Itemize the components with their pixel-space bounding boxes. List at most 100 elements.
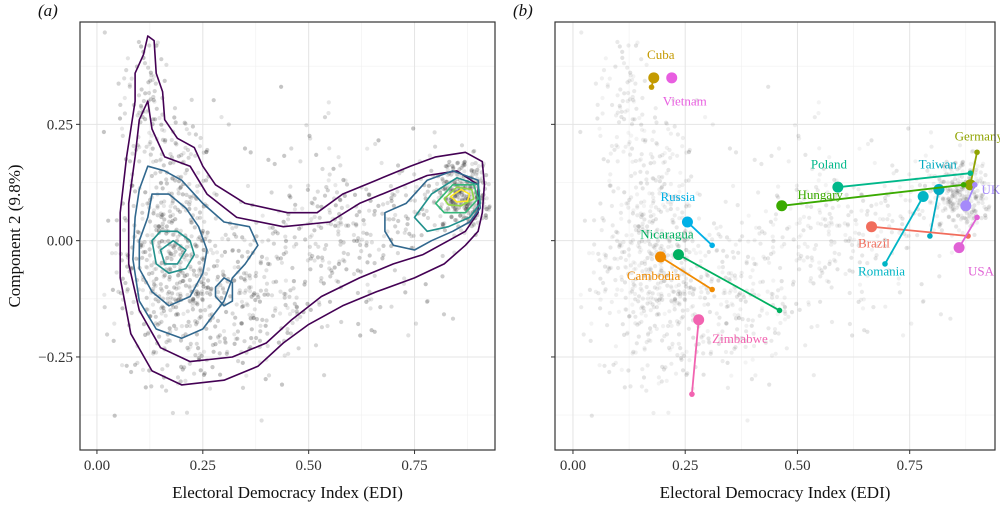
data-point (155, 203, 160, 208)
data-point (687, 234, 692, 239)
data-point (668, 182, 674, 187)
trajectory-line-cambodia (660, 256, 713, 291)
data-point (142, 149, 147, 154)
data-point (291, 244, 297, 249)
data-point (631, 267, 637, 272)
data-point (234, 234, 239, 239)
data-point (453, 218, 458, 223)
data-point (626, 247, 631, 252)
data-point (165, 291, 170, 296)
data-point (639, 214, 644, 220)
data-point (159, 239, 164, 244)
data-point (890, 218, 895, 224)
data-point (192, 225, 197, 230)
data-point (611, 189, 616, 194)
data-point (830, 205, 835, 210)
data-point (645, 363, 650, 368)
data-point (364, 243, 369, 248)
data-point (751, 256, 756, 261)
data-point (760, 229, 765, 234)
data-point (208, 335, 213, 340)
data-point (726, 304, 731, 309)
data-point (616, 120, 622, 125)
data-point (236, 265, 241, 270)
data-point (669, 285, 674, 290)
data-point (214, 192, 219, 197)
data-point (402, 230, 407, 235)
data-point (136, 93, 142, 98)
data-point (648, 326, 653, 331)
data-point (140, 243, 145, 248)
data-point (154, 158, 159, 164)
data-point (372, 329, 377, 334)
data-point (622, 280, 628, 285)
data-point (208, 335, 213, 340)
data-point (425, 215, 431, 221)
data-point (653, 217, 659, 222)
data-point (714, 248, 720, 253)
data-point (210, 251, 216, 256)
data-point (633, 276, 639, 281)
data-point (252, 307, 257, 312)
data-point (204, 326, 209, 331)
data-point (169, 137, 174, 143)
data-point (381, 253, 386, 258)
data-point (403, 227, 408, 232)
data-point (152, 89, 157, 94)
data-point (809, 325, 814, 330)
data-point (380, 256, 385, 261)
data-point (159, 122, 164, 127)
data-point (743, 299, 748, 304)
data-point (746, 239, 751, 244)
data-point (336, 155, 341, 160)
data-point (607, 76, 612, 81)
data-point (141, 322, 147, 327)
data-point (626, 271, 631, 276)
data-point (634, 106, 639, 111)
data-point (356, 321, 361, 327)
data-point (643, 139, 648, 144)
data-point (675, 132, 681, 137)
data-point (687, 147, 692, 153)
data-point (676, 282, 682, 288)
data-point (157, 240, 162, 245)
density-contour (384, 170, 481, 251)
data-point (424, 299, 430, 304)
data-point (733, 316, 739, 321)
data-point (173, 205, 178, 210)
data-point (820, 270, 825, 275)
data-point (147, 142, 152, 147)
data-point (258, 259, 263, 264)
data-point (921, 215, 927, 221)
data-point (664, 171, 669, 176)
data-point (668, 347, 673, 352)
data-point (611, 362, 616, 367)
data-point (484, 207, 489, 212)
data-point (680, 135, 686, 141)
data-point (147, 368, 152, 373)
data-point (597, 126, 602, 131)
data-point (605, 265, 611, 270)
data-point (616, 265, 621, 271)
data-point (955, 200, 960, 205)
data-point (449, 199, 455, 205)
data-point (166, 249, 171, 254)
data-point (675, 300, 680, 306)
data-point (183, 121, 188, 126)
data-point (599, 228, 604, 233)
data-point (162, 273, 167, 278)
data-point (309, 200, 314, 205)
data-point (744, 259, 749, 264)
data-point (837, 223, 842, 228)
data-point (658, 268, 664, 273)
data-point (336, 229, 341, 234)
data-point (168, 267, 173, 272)
data-point (161, 163, 166, 168)
data-point (656, 301, 662, 306)
data-point (461, 160, 466, 165)
data-point (723, 321, 729, 326)
data-point (628, 239, 633, 245)
data-point (835, 267, 840, 272)
data-point (853, 218, 858, 223)
